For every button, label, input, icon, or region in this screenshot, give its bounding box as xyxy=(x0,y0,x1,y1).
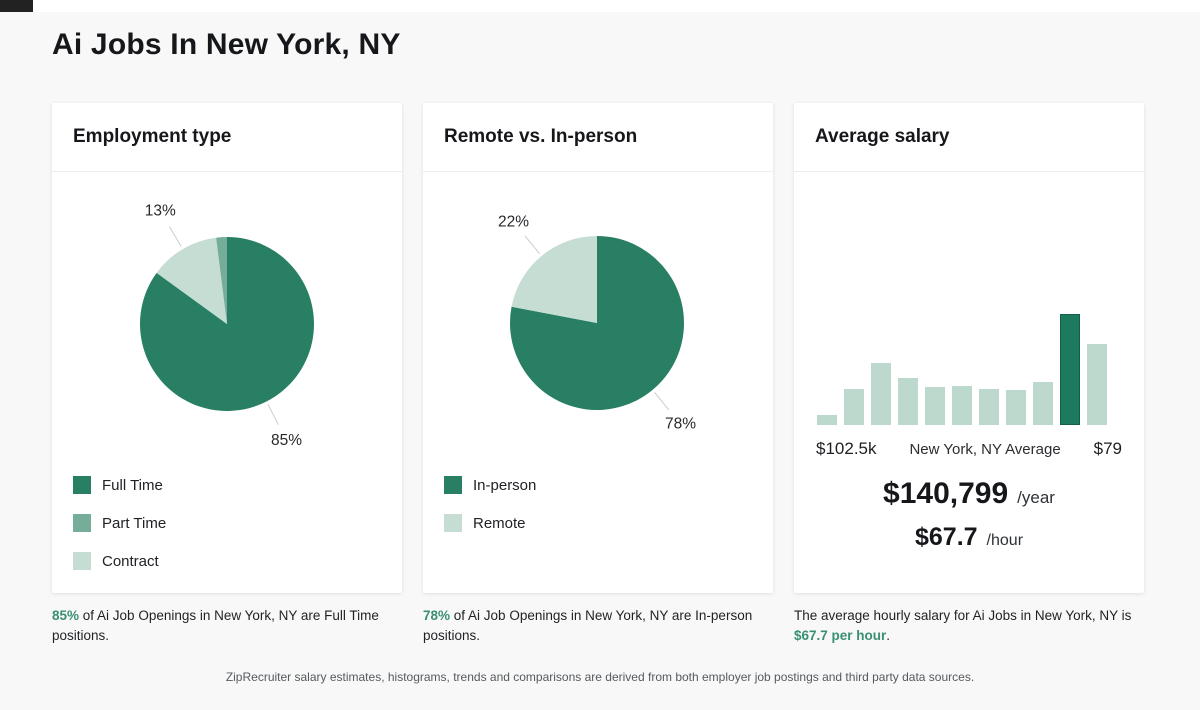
histogram-bar xyxy=(1006,390,1026,425)
legend-item-full-time: Full Time xyxy=(73,476,240,494)
descriptions-row: 85% of Ai Job Openings in New York, NY a… xyxy=(52,606,1144,645)
legend-label: Full Time xyxy=(102,476,163,494)
pie-slice-remote xyxy=(511,236,597,323)
histogram-bar xyxy=(979,389,999,425)
pie-callout-label-remote: 22% xyxy=(498,214,529,231)
pie-callout-label-full-time: 85% xyxy=(271,432,302,449)
card-employment-title: Employment type xyxy=(73,126,232,147)
salary-hourly-value: $67.7 xyxy=(914,523,978,551)
histogram-bar xyxy=(952,386,972,425)
axis-label-high: $79 xyxy=(1093,439,1122,458)
salary-yearly-unit: /year xyxy=(1017,488,1055,507)
legend-label: Part Time xyxy=(102,514,167,532)
employment-pie-chart: 85% 13% xyxy=(52,172,402,462)
axis-label-low: $102.5k xyxy=(816,439,877,458)
legend-label: Contract xyxy=(102,552,159,570)
card-remote-header: Remote vs. In-person xyxy=(423,103,773,172)
employment-legend: Full Time Part Time Contract xyxy=(52,462,402,570)
salary-hourly-unit: /hour xyxy=(986,532,1024,549)
pie-callout-line xyxy=(169,226,182,247)
salary-description: The average hourly salary for Ai Jobs in… xyxy=(794,608,1132,643)
legend-swatch-icon xyxy=(73,476,91,494)
top-band xyxy=(0,0,1200,12)
remote-description: 78% of Ai Job Openings in New York, NY a… xyxy=(423,608,753,643)
pie-callout-line xyxy=(654,391,670,411)
employment-pie-svg: 85% 13% xyxy=(140,203,315,449)
screenshot-corner-artifact xyxy=(0,0,33,12)
histogram-bar xyxy=(1087,344,1107,425)
employment-description-highlight: 85% xyxy=(52,608,80,623)
legend-item-in-person: In-person xyxy=(444,476,611,494)
card-remote-vs-inperson: Remote vs. In-person 78% 22% In-person Rem… xyxy=(423,103,773,593)
pie-callout-line xyxy=(524,235,540,255)
legend-label: In-person xyxy=(473,476,537,494)
page-footer-disclaimer: ZipRecruiter salary estimates, histogram… xyxy=(225,670,975,684)
histogram-bar xyxy=(871,363,891,425)
page-title: Ai Jobs In New York, NY xyxy=(52,28,401,61)
legend-item-part-time: Part Time xyxy=(73,514,240,532)
salary-yearly-value: $140,799 xyxy=(883,477,1009,510)
salary-hourly: $67.7/hour xyxy=(794,523,1144,552)
card-employment-header: Employment type xyxy=(52,103,402,172)
histogram-bar xyxy=(925,387,945,425)
pie-callout-label-contract: 13% xyxy=(145,203,176,220)
histogram-bars xyxy=(817,314,1107,425)
legend-item-remote: Remote xyxy=(444,514,611,532)
pie-callout-line xyxy=(267,403,279,425)
pie-callout-label-in-person: 78% xyxy=(665,415,696,432)
legend-swatch-icon xyxy=(73,514,91,532)
histogram-bar xyxy=(898,378,918,425)
cards-row: Employment type 85% 13% Full Time Part Tim… xyxy=(52,103,1144,593)
legend-swatch-icon xyxy=(444,476,462,494)
card-employment-type: Employment type 85% 13% Full Time Part Tim… xyxy=(52,103,402,593)
remote-description-highlight: 78% xyxy=(423,608,451,623)
card-average-salary: Average salary $102.5k New York, NY Aver… xyxy=(794,103,1144,593)
pie-slice-part-time xyxy=(216,237,227,324)
salary-yearly: $140,799/year xyxy=(794,477,1144,511)
legend-item-contract: Contract xyxy=(73,552,240,570)
histogram-bar xyxy=(1033,382,1053,425)
card-salary-title: Average salary xyxy=(815,126,950,147)
remote-pie-svg: 78% 22% xyxy=(498,214,696,433)
legend-swatch-icon xyxy=(73,552,91,570)
salary-histogram xyxy=(794,172,1144,425)
axis-label-average: New York, NY Average xyxy=(909,441,1061,458)
histogram-bar-average xyxy=(1060,314,1080,425)
legend-swatch-icon xyxy=(444,514,462,532)
salary-description-highlight: $67.7 per hour xyxy=(794,627,887,643)
legend-label: Remote xyxy=(473,514,526,532)
card-remote-title: Remote vs. In-person xyxy=(444,126,638,147)
remote-legend: In-person Remote xyxy=(423,462,773,532)
remote-pie-chart: 78% 22% xyxy=(423,172,773,462)
pie-slice-in-person xyxy=(509,236,684,410)
pie-slice-full-time xyxy=(140,237,315,411)
histogram-bar xyxy=(844,389,864,425)
histogram-axis-row: $102.5k New York, NY Average $79 xyxy=(794,425,1144,459)
histogram-bar xyxy=(817,415,837,425)
employment-description: 85% of Ai Job Openings in New York, NY a… xyxy=(52,608,379,643)
pie-slice-contract xyxy=(156,237,227,324)
card-salary-header: Average salary xyxy=(794,103,1144,172)
